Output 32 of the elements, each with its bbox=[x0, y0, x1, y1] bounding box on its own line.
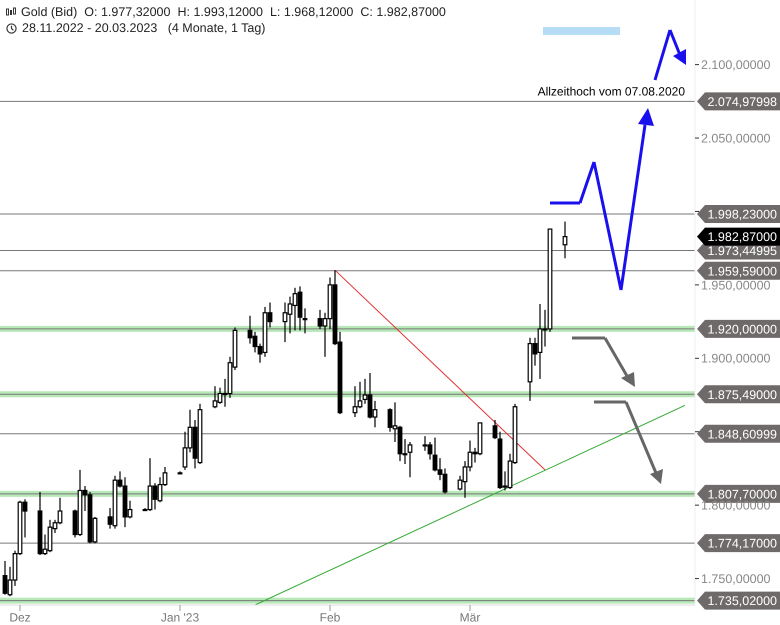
chart-title: Gold (Bid) bbox=[21, 4, 78, 20]
ref-line-label: 1.735,02000 bbox=[707, 594, 778, 608]
ref-line-label: 1.875,49000 bbox=[707, 388, 778, 402]
ref-line-label: 1.973,44995 bbox=[707, 244, 778, 258]
text: 28.11.2022 - 20.03.2023 (4 Monate, 1 Tag) bbox=[22, 20, 266, 36]
y-tick-label: 2.100,00000 bbox=[701, 58, 771, 72]
ref-line-label: 2.074,97998 bbox=[707, 94, 778, 109]
text: 1.982,87000 bbox=[707, 230, 778, 244]
ref-line-label: 1.848,60999 bbox=[707, 427, 778, 442]
ref-line-label: 1.998,23000 bbox=[707, 208, 778, 222]
y-tick-label: 1.800,00000 bbox=[701, 498, 771, 513]
y-tick-label: 1.900,00000 bbox=[701, 352, 771, 366]
annotation: C: 1.982,87000 bbox=[360, 4, 446, 20]
ref-line-label: 1.807,70000 bbox=[707, 487, 778, 502]
ref-line-label: 1.959,59000 bbox=[707, 264, 778, 278]
ref-line-label: 1.774,17000 bbox=[707, 536, 778, 551]
candlestick bbox=[302, 308, 308, 334]
candlestick bbox=[562, 220, 568, 259]
candlestick bbox=[492, 419, 498, 440]
x-tick-label: Dez bbox=[9, 610, 31, 625]
y-tick-label: 1.950,00000 bbox=[701, 278, 771, 292]
y-tick-label: 2.050,00000 bbox=[701, 131, 771, 146]
annotation: L: 1.968,12000 bbox=[270, 4, 354, 20]
annotation: Allzeithoch vom 07.08.2020 bbox=[538, 84, 686, 98]
candlestick bbox=[408, 441, 412, 478]
x-tick-label: Feb bbox=[320, 610, 341, 625]
x-tick-label: Mär bbox=[460, 610, 480, 625]
annotation: O: 1.977,32000 bbox=[84, 4, 170, 20]
annotation: H: 1.993,12000 bbox=[177, 4, 263, 20]
ref-line-label: 1.920,00000 bbox=[707, 322, 778, 336]
x-tick-label: Jan '23 bbox=[160, 610, 200, 625]
y-tick-label: 1.750,00000 bbox=[701, 572, 771, 586]
